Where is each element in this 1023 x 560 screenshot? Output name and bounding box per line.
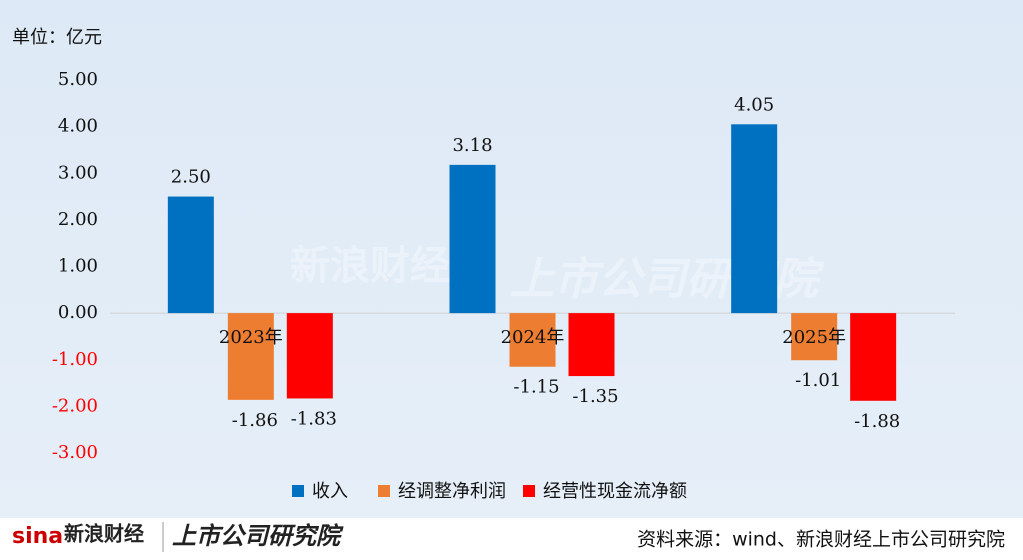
bar	[167, 196, 214, 314]
value-label: 3.18	[452, 135, 492, 156]
bar	[449, 164, 496, 314]
brand-sina: sina	[12, 524, 63, 549]
y-tick-label: 5.00	[58, 69, 98, 90]
legend-label: 经营性现金流净额	[543, 481, 687, 502]
value-label: -1.88	[854, 411, 900, 432]
brand-right: 上市公司研究院	[172, 522, 344, 550]
legend-label: 收入	[312, 481, 348, 502]
y-tick-label: 3.00	[58, 162, 98, 183]
value-label: -1.01	[795, 370, 841, 391]
legend-swatch	[378, 485, 390, 497]
watermark-text: 上市公司研究院	[510, 254, 825, 305]
bar	[850, 313, 897, 401]
bar	[227, 313, 274, 400]
y-tick-label: -1.00	[52, 349, 98, 370]
bar	[731, 124, 778, 314]
y-tick-label: 4.00	[58, 116, 98, 137]
value-label: -1.86	[232, 410, 278, 431]
source: 资料来源：wind、新浪财经上市公司研究院	[637, 529, 1005, 551]
bar	[791, 313, 838, 361]
bar	[568, 313, 615, 377]
unit-label: 单位：亿元	[12, 27, 102, 48]
legend-swatch	[523, 485, 535, 497]
value-label: -1.15	[513, 377, 559, 398]
x-tick-label: 2025年	[782, 327, 846, 348]
y-tick-label: 1.00	[58, 256, 98, 277]
legend-label: 经调整净利润	[398, 481, 506, 502]
value-label: -1.35	[572, 386, 618, 407]
value-label: 2.50	[171, 167, 211, 188]
x-tick-label: 2023年	[219, 327, 283, 348]
y-tick-label: 0.00	[58, 302, 98, 323]
footer-band	[0, 518, 1023, 560]
value-label: 4.05	[734, 94, 774, 115]
y-tick-label: 2.00	[58, 209, 98, 230]
y-tick-label: -2.00	[52, 395, 98, 416]
brand-left: 新浪财经	[64, 522, 144, 546]
y-tick-label: -3.00	[52, 442, 98, 463]
legend-swatch	[292, 485, 304, 497]
bar	[286, 313, 333, 399]
watermark-text: 新浪财经	[290, 243, 450, 289]
x-tick-label: 2024年	[501, 327, 565, 348]
bar	[509, 313, 556, 367]
value-label: -1.83	[291, 408, 337, 429]
